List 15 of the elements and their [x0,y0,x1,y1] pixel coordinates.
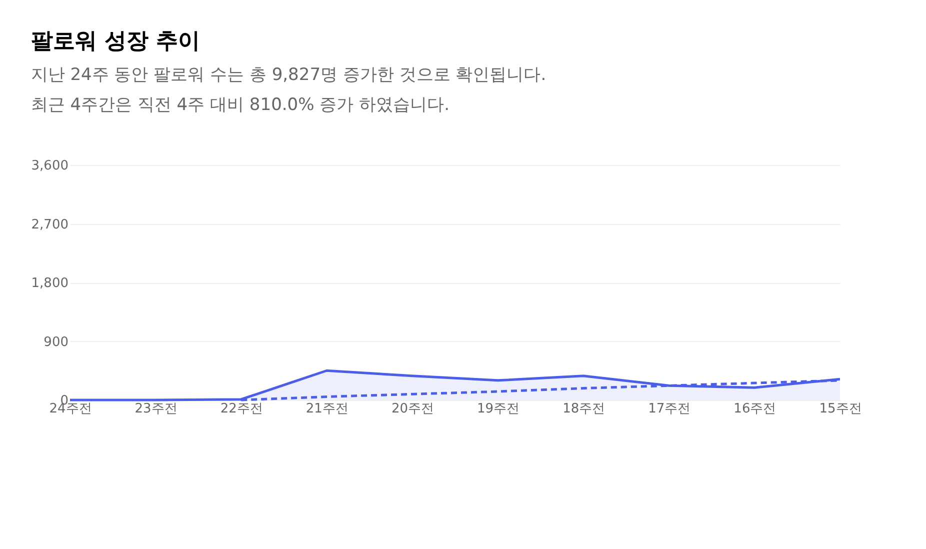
chart-subtitle: 지난 24주 동안 팔로워 수는 총 9,827명 증가한 것으로 확인됩니다. 최근 4주간은 직전 4주 대비 810.0% 증가 하였습니다. [30,65,546,115]
y-tick-label: 900 [44,334,68,350]
x-tick-label: 21주전 [306,402,348,416]
chart-title: 팔로워 성장 추이 [30,29,200,54]
x-tick-label: 16주전 [734,402,776,416]
x-tick-label: 22주전 [220,402,263,416]
x-tick-label: 18주전 [562,402,606,416]
x-tick-label: 19주전 [477,402,520,416]
x-tick-label: 15주전 [819,402,862,416]
y-tick-label: 3,600 [31,158,68,174]
x-tick-label: 23주전 [134,402,178,416]
x-tick-label: 20주전 [391,402,434,416]
x-tick-label: 17주전 [648,402,691,416]
y-tick-label: 1,800 [31,276,68,291]
y-tick-label: 2,700 [31,217,68,232]
